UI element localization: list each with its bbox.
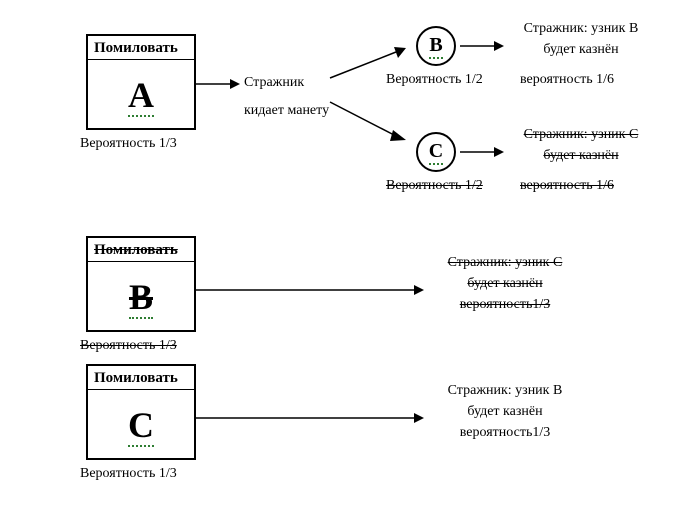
out-b: Стражник: узник B будет казнён — [506, 18, 656, 60]
guard-line2: кидает манету — [244, 100, 329, 121]
arrow-guard-to-c — [330, 98, 408, 142]
result-b-l1: Стражник: узник C — [430, 252, 580, 273]
circle-c-letter: C — [429, 140, 443, 165]
result-b-l3: вероятность1/3 — [430, 294, 580, 315]
box-pardon-a: Помиловать A — [86, 34, 196, 130]
result-c-l3: вероятность1/3 — [430, 422, 580, 443]
arrow-c-to-out — [460, 146, 504, 158]
box-pardon-b: Помиловать B — [86, 236, 196, 332]
box-c-title: Помиловать — [88, 366, 194, 390]
circle-c: C — [416, 132, 456, 172]
circle-b-caption: Вероятность 1/2 — [386, 72, 483, 88]
guard-line1: Стражник — [244, 72, 304, 93]
circle-b-letter: B — [429, 34, 442, 59]
box-c-caption: Вероятность 1/3 — [80, 466, 177, 482]
box-b-caption: Вероятность 1/3 — [80, 338, 177, 354]
out-b-l3: вероятность 1/6 — [520, 72, 614, 88]
box-a-letter: A — [88, 60, 194, 128]
out-c-l2: будет казнён — [506, 145, 656, 166]
arrow-a-to-guard — [196, 78, 240, 90]
box-b-title: Помиловать — [88, 238, 194, 262]
result-c-l1: Стражник: узник B — [430, 380, 580, 401]
out-c-l1: Стражник: узник C — [506, 124, 656, 145]
out-b-l1: Стражник: узник B — [506, 18, 656, 39]
box-a-title: Помиловать — [88, 36, 194, 60]
box-b-letter: B — [88, 262, 194, 330]
arrow-bbox-to-result — [196, 284, 424, 296]
result-c: Стражник: узник B будет казнён вероятнос… — [430, 380, 580, 443]
out-c: Стражник: узник C будет казнён — [506, 124, 656, 166]
result-c-l2: будет казнён — [430, 401, 580, 422]
arrow-b-to-out — [460, 40, 504, 52]
box-a-caption: Вероятность 1/3 — [80, 136, 177, 152]
circle-b: B — [416, 26, 456, 66]
box-pardon-c: Помиловать C — [86, 364, 196, 460]
result-b: Стражник: узник C будет казнён вероятнос… — [430, 252, 580, 315]
box-c-letter: C — [88, 390, 194, 458]
circle-c-caption: Вероятность 1/2 — [386, 178, 483, 194]
out-c-l3: вероятность 1/6 — [520, 178, 614, 194]
arrow-cbox-to-result — [196, 412, 424, 424]
out-b-l2: будет казнён — [506, 39, 656, 60]
result-b-l2: будет казнён — [430, 273, 580, 294]
